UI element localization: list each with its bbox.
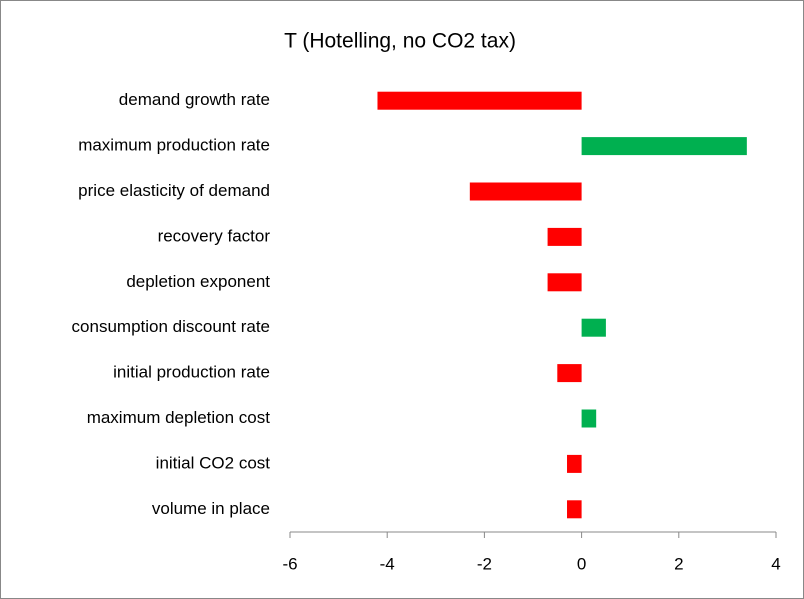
x-tick-label: -4 bbox=[380, 554, 395, 573]
bar bbox=[581, 318, 606, 337]
bar bbox=[377, 91, 582, 110]
bar bbox=[581, 409, 597, 428]
bar bbox=[581, 137, 747, 156]
y-tick-label: price elasticity of demand bbox=[78, 181, 270, 200]
y-tick-label: maximum production rate bbox=[78, 136, 270, 155]
y-tick-label: demand growth rate bbox=[119, 90, 270, 109]
chart-title: T (Hotelling, no CO2 tax) bbox=[284, 30, 516, 53]
bar bbox=[547, 227, 582, 246]
bar bbox=[557, 364, 582, 383]
y-tick-label: volume in place bbox=[152, 499, 270, 518]
x-tick-label: 4 bbox=[771, 554, 780, 573]
y-tick-label: consumption discount rate bbox=[72, 317, 270, 336]
bar bbox=[469, 182, 582, 201]
bar bbox=[547, 273, 582, 292]
y-tick-label: maximum depletion cost bbox=[87, 408, 271, 427]
x-tick-label: 2 bbox=[674, 554, 683, 573]
y-tick-label: initial CO2 cost bbox=[156, 453, 271, 472]
bar bbox=[567, 500, 582, 519]
x-tick-label: 0 bbox=[577, 554, 586, 573]
bar bbox=[567, 454, 582, 473]
x-tick-label: -2 bbox=[477, 554, 492, 573]
y-tick-label: depletion exponent bbox=[126, 272, 270, 291]
y-tick-label: recovery factor bbox=[158, 226, 271, 245]
y-tick-label: initial production rate bbox=[113, 363, 270, 382]
x-tick-label: -6 bbox=[282, 554, 297, 573]
